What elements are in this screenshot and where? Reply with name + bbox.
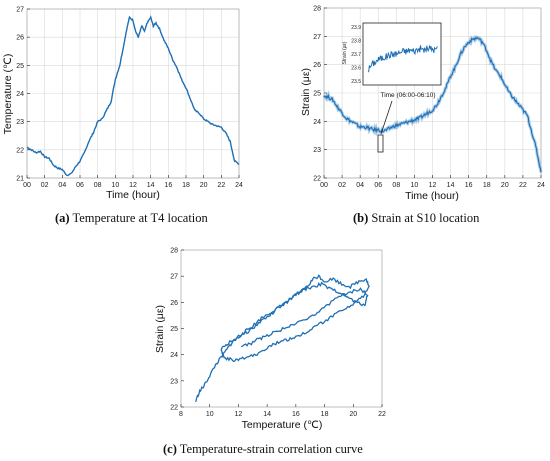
y-tick-label: 25 [313,91,321,98]
panel-b-inset: 23.523.623.723.823.9 Time (06:00-06:10) … [342,22,442,99]
panel-a-y-axis-label: Temperature (℃) [2,54,14,135]
x-tick-label: 16 [164,182,172,189]
panel-c-caption-text: Temperature-strain correlation curve [177,442,363,456]
panel-a-temperature: 00 02 04 06 08 10 12 14 16 18 20 22 24 2122232425262… [2,7,243,202]
panel-c-correlation: 8 10 12 14 16 18 20 22 22 23 24 25 26 27 28 Temperatu… [154,248,386,432]
x-tick-label: 00 [23,182,31,189]
x-tick-label: 18 [182,182,190,189]
panel-a-grid [26,8,240,179]
x-tick-label: 24 [235,182,243,189]
x-tick-label: 10 [411,182,419,189]
x-tick-label: 22 [217,182,225,189]
x-tick-label: 14 [147,182,155,189]
panel-b-zoom-marker [377,134,384,153]
panel-a-y-ticks: 21 22 23 24 25 26 27 [16,7,30,183]
x-tick-label: 02 [41,182,49,189]
x-tick-label: 20 [200,182,208,189]
x-tick-label: 02 [338,182,346,189]
panel-b-inset-x-label: Time (06:00-06:10) [380,92,435,99]
x-tick-label: 16 [292,411,300,418]
panel-b-zoom-arrow [380,100,393,135]
x-tick-label: 22 [519,182,527,189]
x-tick-label: 20 [501,182,509,189]
y-tick-label: 25 [16,63,24,70]
y-tick-label: 27 [313,34,321,41]
y-tick-label: 28 [170,248,178,255]
panel-b-caption: (b) Strain at S10 location [353,211,480,225]
x-tick-label: 12 [129,182,137,189]
panel-a-series-line [26,15,240,177]
x-tick-label: 24 [537,182,545,189]
x-tick-label: 08 [392,182,400,189]
y-tick-label: 22 [170,405,178,412]
x-tick-label: 14 [263,411,271,418]
panel-b-x-ticks: 00 02 04 06 08 10 12 14 16 18 20 22 24 [320,175,545,189]
panel-c-x-axis-label: Temperature (℃) [242,419,323,431]
y-tick-label: 21 [16,176,24,183]
panel-c-y-axis-label: Strain (με) [154,305,166,353]
x-tick-label: 08 [94,182,102,189]
y-tick-label: 24 [313,119,321,126]
x-tick-label: 10 [111,182,119,189]
panel-b-strain: 00 02 04 06 08 10 12 14 16 18 20 22 24 2223242526272… [300,6,545,203]
y-tick-label: 24 [16,91,24,98]
panel-c-y-ticks: 22 23 24 25 26 27 28 [170,248,184,412]
x-tick-label: 04 [58,182,66,189]
x-tick-label: 04 [356,182,364,189]
panel-c-caption: (c) Temperature-strain correlation curve [163,442,363,456]
y-tick-label: 26 [16,35,24,42]
panel-a-x-ticks: 00 02 04 06 08 10 12 14 16 18 20 22 24 [23,175,243,189]
panel-b-caption-tag: (b) [353,211,368,225]
x-tick-label: 22 [378,411,386,418]
inset-y-tick-label: 23.7 [351,52,361,58]
y-tick-label: 23 [16,119,24,126]
panel-b-y-ticks: 22 23 24 25 26 27 28 [313,6,327,183]
y-tick-label: 22 [313,176,321,183]
panel-c-caption-tag: (c) [163,442,177,456]
x-tick-label: 06 [76,182,84,189]
panel-c-series-line [194,274,370,403]
x-tick-label: 12 [429,182,437,189]
panel-c-x-ticks: 8 10 12 14 16 18 20 22 [179,404,386,418]
x-tick-label: 14 [447,182,455,189]
panel-b-inset-frame [362,22,442,86]
y-tick-label: 28 [313,6,321,13]
y-tick-label: 27 [16,7,24,14]
x-tick-label: 18 [483,182,491,189]
panel-a-caption: (a) Temperature at T4 location [55,211,209,225]
y-tick-label: 26 [313,62,321,69]
y-tick-label: 23 [313,147,321,154]
panel-b-inset-y-ticks: 23.5 23.6 23.7 23.8 23.9 [351,25,361,85]
x-tick-label: 06 [374,182,382,189]
y-tick-label: 26 [170,300,178,307]
inset-y-tick-label: 23.8 [351,38,361,44]
x-tick-label: 12 [235,411,243,418]
panel-b-inset-series-line [367,44,438,73]
panel-b-inset-y-label: Strain (με) [342,41,348,64]
inset-y-tick-label: 23.5 [351,79,361,85]
panel-b-series-line [323,36,542,173]
x-tick-label: 10 [206,411,214,418]
x-tick-label: 16 [465,182,473,189]
inset-y-tick-label: 23.9 [351,25,361,31]
y-tick-label: 24 [170,352,178,359]
y-tick-label: 22 [16,147,24,154]
panel-b-y-axis-label: Strain (με) [300,68,312,116]
panel-b-caption-text: Strain at S10 location [368,211,480,225]
x-tick-label: 8 [179,411,183,418]
panel-a-caption-tag: (a) [55,211,70,225]
panel-a-caption-text: Temperature at T4 location [70,211,209,225]
panel-a-x-axis-label: Time (hour) [106,189,160,201]
inset-y-tick-label: 23.6 [351,65,361,71]
y-tick-label: 23 [170,378,178,385]
x-tick-label: 18 [321,411,329,418]
y-tick-label: 25 [170,326,178,333]
x-tick-label: 20 [349,411,357,418]
panel-b-x-axis-label: Time (hour) [405,190,459,202]
x-tick-label: 00 [320,182,328,189]
y-tick-label: 27 [170,274,178,281]
